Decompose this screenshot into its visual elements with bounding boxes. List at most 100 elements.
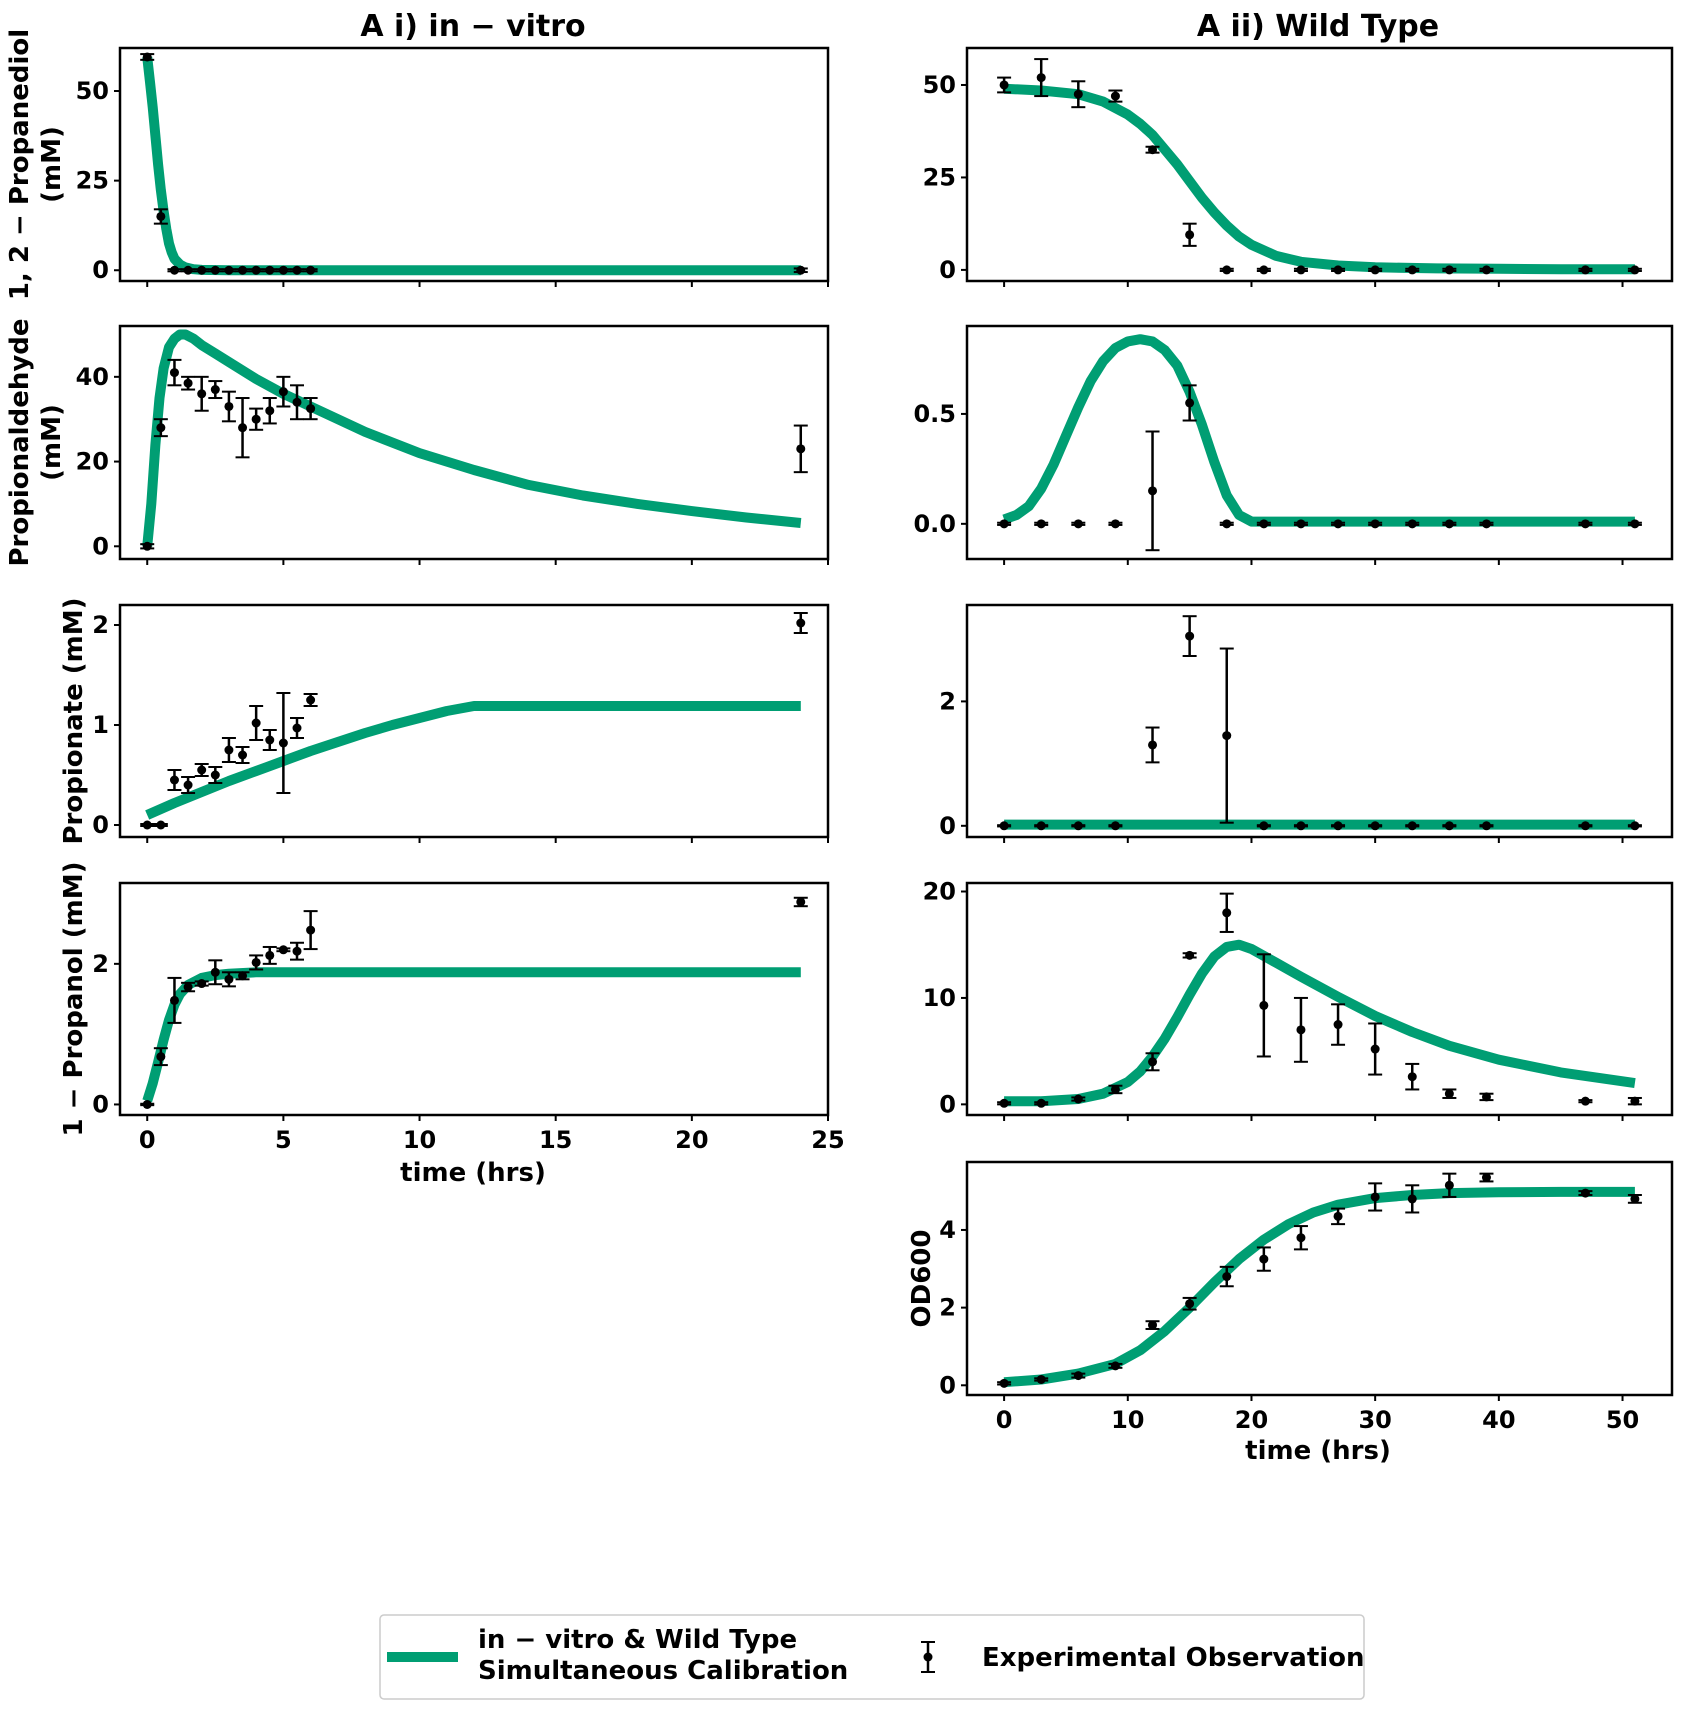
- observation-marker: [142, 541, 152, 551]
- observation-point: [1331, 1207, 1346, 1226]
- observation-marker: [1185, 950, 1195, 960]
- observation-point: [1442, 265, 1457, 275]
- observation-marker: [278, 738, 288, 748]
- observation-marker: [1185, 1299, 1195, 1309]
- observation-point: [262, 945, 277, 965]
- y-axis-label: Propionaldehyde: [5, 318, 35, 566]
- observation-point: [1368, 1182, 1383, 1212]
- observation-marker: [183, 982, 193, 992]
- x-tick-label: 25: [811, 1126, 844, 1154]
- observation-point: [235, 971, 250, 981]
- observation-marker: [1036, 519, 1046, 529]
- observation-marker: [1481, 519, 1491, 529]
- observation-point: [1145, 145, 1160, 155]
- observation-marker: [238, 423, 248, 433]
- observation-point: [167, 358, 182, 387]
- observation-marker: [1630, 1096, 1640, 1106]
- observation-point: [1034, 519, 1049, 529]
- y-axis-label: (mM): [37, 126, 67, 203]
- column-title-wildtype: A ii) Wild Type: [1197, 9, 1439, 44]
- subplot-wt-propionaldehyde: 0.0 0.5: [913, 324, 1674, 565]
- y-tick-label: 1: [92, 711, 109, 739]
- observation-marker: [1580, 519, 1590, 529]
- observation-marker: [1481, 1173, 1491, 1183]
- observation-point: [1479, 265, 1494, 275]
- observation-point: [1219, 265, 1234, 275]
- observation-marker: [197, 389, 207, 399]
- observation-marker: [265, 950, 275, 960]
- y-tick-label: 0: [92, 532, 109, 560]
- observation-marker: [1407, 821, 1417, 831]
- observation-point: [1368, 821, 1383, 831]
- y-tick-label: 20: [76, 448, 109, 476]
- axes-frame: [118, 603, 830, 839]
- observation-marker: [251, 265, 261, 275]
- observation-marker: [156, 211, 166, 221]
- observation-point: [181, 265, 196, 275]
- subplot-invitro-propionaldehyde: 0 20 40 Propionaldehyde (mM): [5, 318, 830, 567]
- observation-marker: [1296, 265, 1306, 275]
- observation-point: [1034, 1374, 1049, 1384]
- observation-marker: [1580, 265, 1590, 275]
- axes-frame: [965, 46, 1674, 283]
- observation-marker: [197, 765, 207, 775]
- y-tick-label: 10: [923, 984, 956, 1012]
- observation-marker: [210, 265, 220, 275]
- observation-point: [1442, 519, 1457, 529]
- observation-marker: [156, 1052, 166, 1062]
- observation-point: [1293, 996, 1308, 1063]
- legend: in − vitro & Wild Type Simultaneous Cali…: [379, 1614, 1365, 1700]
- observation-marker: [292, 946, 302, 956]
- observation-marker: [1148, 1320, 1158, 1330]
- observation-point: [153, 208, 168, 225]
- observation-point: [1405, 1184, 1420, 1214]
- observation-point: [290, 941, 304, 961]
- observation-point: [1479, 1092, 1494, 1102]
- observation-marker: [142, 52, 152, 62]
- observation-marker: [1259, 821, 1269, 831]
- observation-marker: [1110, 91, 1120, 101]
- observation-marker: [1444, 1089, 1454, 1099]
- observation-marker: [1185, 631, 1195, 641]
- observation-marker: [224, 401, 234, 411]
- observation-marker: [1481, 821, 1491, 831]
- observation-point: [276, 265, 291, 275]
- observation-point: [249, 265, 264, 275]
- observation-point: [167, 265, 182, 275]
- observation-marker: [1222, 908, 1232, 918]
- y-tick-label: 0.5: [913, 400, 956, 428]
- observation-point: [1108, 519, 1123, 529]
- y-axis-label: 1 − Propanol (mM): [59, 862, 89, 1137]
- observation-point: [221, 737, 236, 763]
- x-tick-label: 40: [1482, 1406, 1515, 1434]
- observation-point: [276, 945, 291, 955]
- observation-marker: [251, 957, 261, 967]
- observation-point: [793, 612, 808, 634]
- observation-marker: [224, 265, 234, 275]
- legend-frame: [379, 1614, 1365, 1700]
- observation-point: [303, 265, 318, 275]
- observation-point: [208, 766, 223, 784]
- y-axis-label: Propionate (mM): [59, 597, 89, 844]
- observation-point: [1368, 265, 1383, 275]
- axes-frame: [118, 324, 830, 561]
- observation-marker: [796, 618, 806, 628]
- observation-point: [1405, 1062, 1420, 1091]
- observation-point: [1256, 821, 1271, 831]
- observation-marker: [1407, 1194, 1417, 1204]
- y-axis-label: 1, 2 − Propanediol: [5, 29, 35, 300]
- column-title-invitro: A i) in − vitro: [360, 9, 585, 44]
- observation-point: [167, 976, 182, 1024]
- observation-point: [249, 407, 264, 431]
- observation-marker: [238, 750, 248, 760]
- observation-marker: [251, 718, 261, 728]
- observation-point: [140, 820, 155, 830]
- observation-point: [997, 1098, 1012, 1108]
- observation-point: [1578, 519, 1593, 529]
- legend-observation-dot: [923, 1652, 933, 1662]
- observation-point: [303, 910, 318, 951]
- observation-marker: [169, 265, 179, 275]
- subplot-invitro-propanediol: 0 25 50 1, 2 − Propanediol (mM): [5, 29, 830, 300]
